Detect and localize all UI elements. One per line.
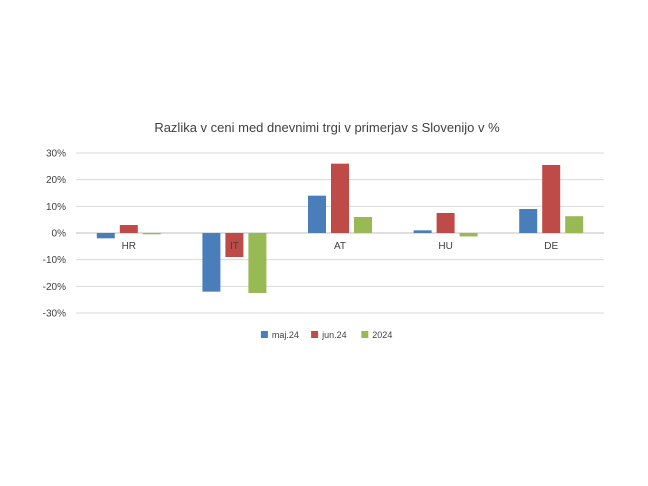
y-axis-ticks: 30% 20% 10% 0% -10% -20% -30% <box>43 149 66 320</box>
bar-hu-1 <box>436 213 455 233</box>
legend-label: 2024 <box>372 330 392 340</box>
category-label: AT <box>334 241 346 252</box>
bar-de-0 <box>519 209 538 233</box>
bar-at-2 <box>354 217 372 233</box>
bar-hr-1 <box>119 225 138 233</box>
y-tick-label: 20% <box>46 175 66 186</box>
bar-at-1 <box>331 163 349 233</box>
legend-swatch <box>260 331 268 338</box>
category-label: HU <box>438 241 452 252</box>
bar-hu-0 <box>413 230 432 233</box>
legend-swatch <box>311 331 319 338</box>
y-tick-label: 30% <box>46 149 66 160</box>
bar-it-0 <box>202 233 221 292</box>
legend-label: jun.24 <box>321 330 347 340</box>
y-tick-label: 0% <box>52 229 67 240</box>
legend-label: maj.24 <box>272 330 299 340</box>
category-label: HR <box>122 241 136 252</box>
chart-title: Razlika v ceni med dnevnimi trgi v prime… <box>154 120 500 135</box>
bar-de-2 <box>565 216 584 233</box>
category-label: DE <box>544 241 558 252</box>
bar-de-1 <box>542 165 561 233</box>
bar-hr-0 <box>96 233 115 239</box>
bars <box>96 163 584 293</box>
y-tick-label: 10% <box>46 202 66 213</box>
bar-hr-2 <box>142 233 161 235</box>
bar-it-2 <box>248 233 267 293</box>
category-labels: HR IT AT HU DE <box>122 241 559 252</box>
bar-at-0 <box>308 195 326 233</box>
y-tick-label: -10% <box>43 255 66 266</box>
y-tick-label: -20% <box>43 282 66 293</box>
bar-it-1 <box>225 233 244 257</box>
y-tick-label: -30% <box>43 309 66 320</box>
category-label: IT <box>230 241 239 252</box>
bar-hu-2 <box>459 233 478 237</box>
legend: maj.24 jun.24 2024 <box>260 330 392 340</box>
legend-swatch <box>361 331 369 338</box>
